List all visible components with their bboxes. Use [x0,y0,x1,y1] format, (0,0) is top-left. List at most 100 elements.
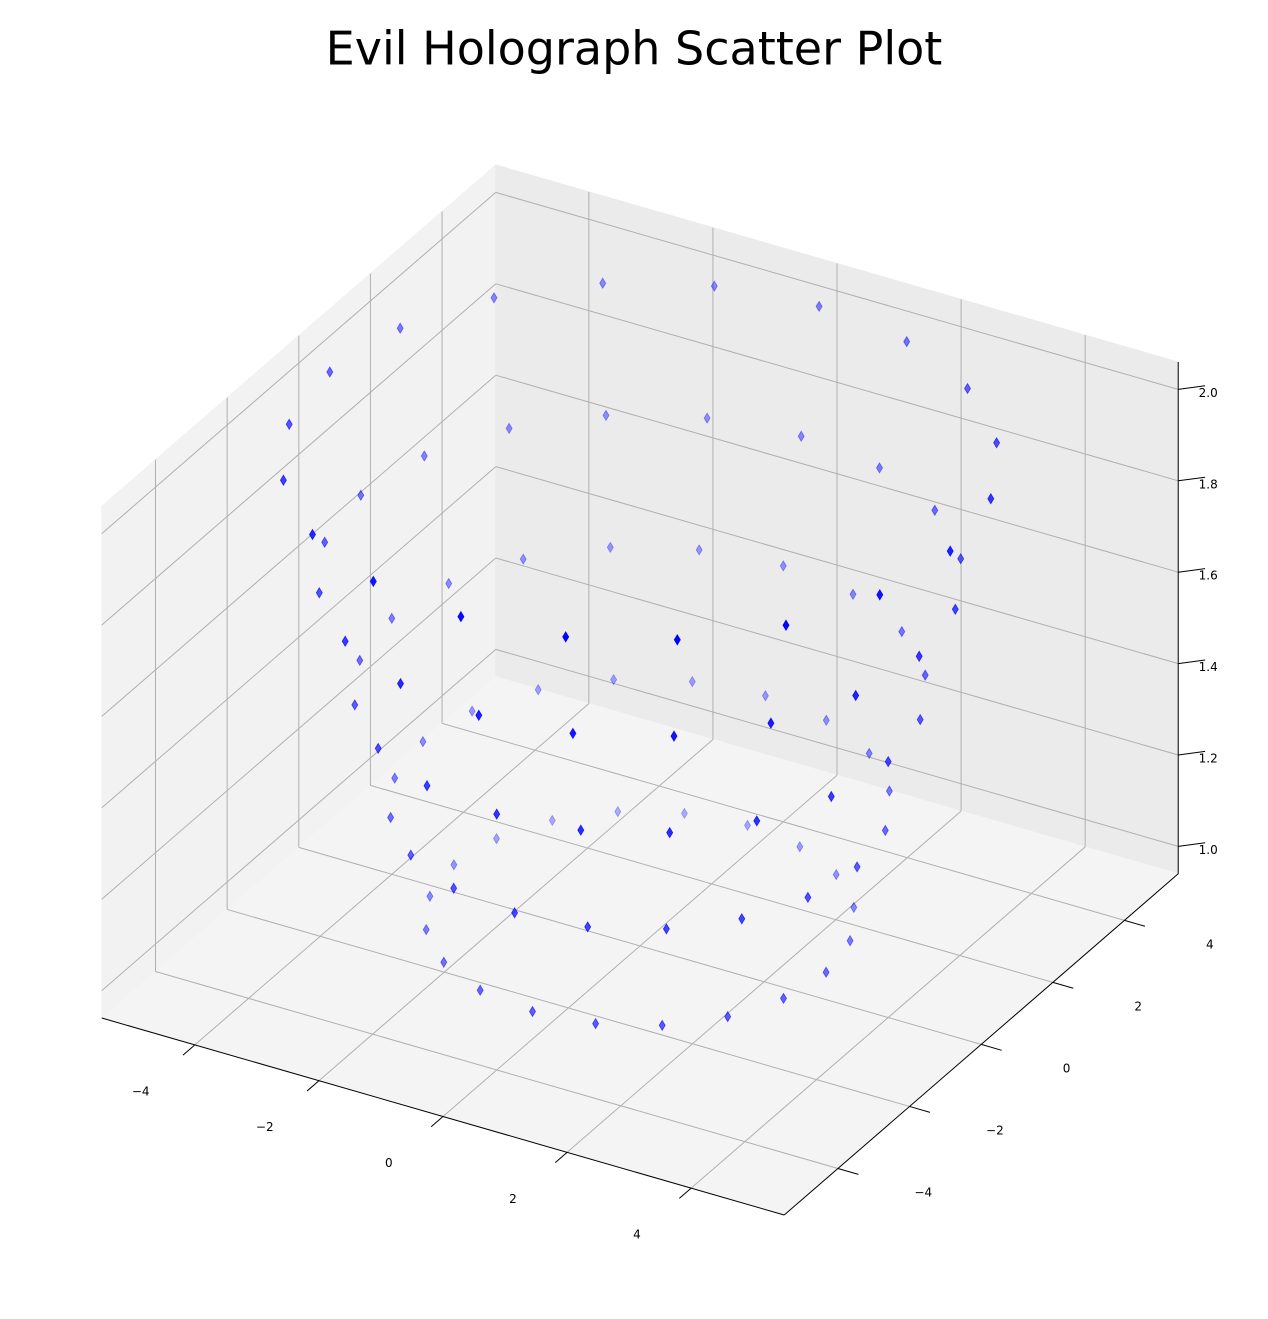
data-point [951,603,959,616]
data-point [797,430,805,442]
tick-mark [837,1168,859,1175]
data-point [662,923,670,935]
data-point [881,824,889,837]
data-point [592,1017,600,1030]
tick-mark [1052,981,1074,989]
z-tick-label: 1.4 [1199,660,1218,674]
data-point [309,528,316,541]
tick-mark [306,1080,320,1092]
data-point [946,545,954,557]
data-point [423,779,431,792]
tick-mark [1178,568,1206,573]
y-tick-label: −2 [986,1124,1004,1138]
data-point [493,808,501,820]
y-tick-label: 0 [1063,1062,1071,1076]
data-point [505,422,513,435]
data-point [993,437,1001,449]
data-point [610,673,618,686]
z-tick-label: 1.2 [1199,751,1218,765]
data-point [796,840,804,853]
data-point [915,650,923,663]
data-point [680,807,688,820]
z-tick-label: 1.0 [1199,843,1218,857]
data-point [710,280,718,292]
data-point [577,824,585,836]
grid-line [101,557,497,900]
data-point [548,814,556,827]
grid-line [101,192,497,534]
data-point [658,1019,666,1032]
data-point [832,868,840,881]
grid-line [101,466,497,809]
data-point [388,612,396,625]
data-point [356,654,364,667]
data-point [782,619,790,631]
data-point [744,819,751,832]
grid-line [370,784,1053,983]
data-point [602,409,610,422]
tick-mark [1178,385,1206,390]
data-point [666,826,674,839]
tick-mark [679,1187,692,1199]
tick-mark [430,1116,444,1128]
data-point [614,805,622,818]
data-point [285,418,293,431]
data-point [315,587,323,599]
data-point [670,730,678,742]
data-point [457,610,465,623]
x-tick-label: 4 [633,1228,641,1242]
data-point [964,382,971,395]
data-point [957,552,965,565]
data-point [849,588,857,601]
data-point [397,677,404,690]
data-point [391,772,399,784]
grid-line [298,846,982,1045]
chart-title: Evil Holograph Scatter Plot [326,22,943,76]
x-tick-label: 2 [509,1192,517,1206]
z-tick-label: 1.6 [1199,569,1218,583]
data-point [738,913,746,925]
data-point [695,544,703,556]
data-point [407,849,415,861]
data-point [326,366,334,378]
tick-mark [1124,919,1146,927]
x-tick-label: 0 [385,1156,393,1170]
data-point [351,699,359,711]
tick-mark [1178,750,1206,756]
data-point [450,859,458,871]
y-tick-label: 4 [1206,937,1214,951]
data-point [822,714,830,727]
data-point [688,675,696,688]
data-point [850,901,858,914]
grid-line [101,283,497,626]
data-point [321,536,329,548]
z-tick-label: 1.8 [1199,477,1218,491]
data-point [846,934,854,947]
data-point [341,635,349,647]
data-point [396,322,404,334]
data-point [853,861,861,873]
data-point [476,984,484,996]
data-point [493,832,500,845]
data-point [475,709,483,722]
data-point [357,489,365,501]
data-point [606,541,614,554]
data-point [534,683,542,696]
grid-line [495,191,1179,390]
data-point [490,292,498,304]
data-point [387,811,395,824]
data-point [529,1005,536,1018]
data-point [279,474,287,486]
data-point [420,450,428,462]
data-point [422,923,430,936]
data-point [876,462,883,474]
data-point [804,891,812,904]
data-point [885,785,893,797]
y-tick-label: 2 [1134,999,1142,1013]
grid-line [495,466,1179,665]
data-point [827,790,835,803]
data-point [450,882,458,894]
data-point [584,921,592,933]
grid-line [495,557,1179,756]
